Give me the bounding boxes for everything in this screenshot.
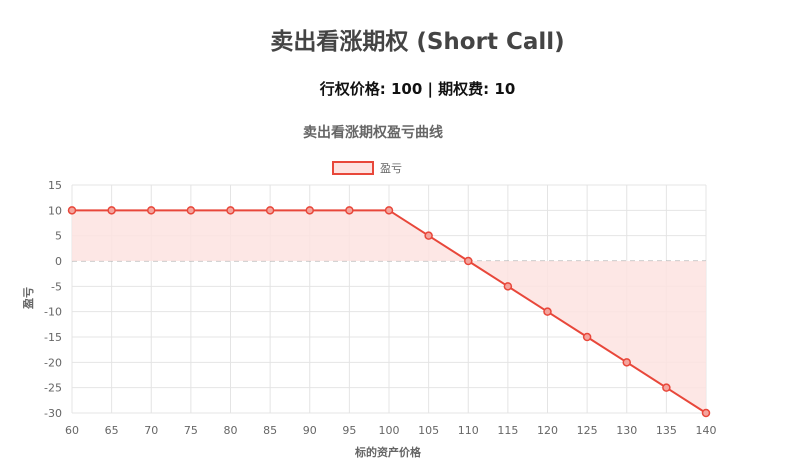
data-point[interactable] bbox=[265, 206, 275, 215]
data-point[interactable] bbox=[345, 206, 354, 215]
x-tick-label: 115 bbox=[497, 424, 518, 437]
x-tick-label: 130 bbox=[616, 424, 637, 437]
x-tick-label: 70 bbox=[144, 424, 158, 437]
chart-title: 卖出看涨期权盈亏曲线 bbox=[303, 124, 443, 141]
x-tick-label: 140 bbox=[696, 424, 717, 437]
x-tick-label: 105 bbox=[418, 424, 439, 437]
legend-swatch bbox=[332, 161, 374, 175]
x-tick-label: 85 bbox=[263, 424, 277, 437]
data-point[interactable] bbox=[384, 206, 394, 215]
x-tick-label: 135 bbox=[656, 424, 677, 437]
data-point[interactable] bbox=[464, 256, 473, 266]
y-tick-label: -5 bbox=[51, 280, 62, 293]
data-point[interactable] bbox=[226, 206, 235, 215]
y-tick-label: 15 bbox=[48, 179, 62, 192]
data-point[interactable] bbox=[424, 231, 433, 240]
x-tick-label: 65 bbox=[105, 424, 119, 437]
data-point[interactable] bbox=[622, 358, 631, 367]
x-tick-label: 125 bbox=[577, 424, 598, 437]
y-tick-label: -25 bbox=[44, 382, 62, 395]
data-point[interactable] bbox=[543, 307, 552, 316]
y-axis-label: 盈亏 bbox=[22, 287, 35, 310]
y-tick-label: 10 bbox=[48, 204, 62, 217]
data-point[interactable] bbox=[701, 408, 711, 418]
x-tick-label: 100 bbox=[379, 424, 400, 437]
y-tick-label: -30 bbox=[44, 407, 62, 420]
x-tick-label: 90 bbox=[303, 424, 317, 437]
x-axis-label: 标的资产价格 bbox=[354, 445, 422, 459]
y-tick-label: 0 bbox=[55, 255, 62, 268]
x-tick-label: 110 bbox=[458, 424, 479, 437]
data-point[interactable] bbox=[107, 206, 116, 215]
payoff-area bbox=[72, 210, 706, 413]
data-point[interactable] bbox=[582, 332, 592, 342]
data-point[interactable] bbox=[67, 206, 77, 215]
x-tick-label: 60 bbox=[65, 424, 79, 437]
y-tick-label: -10 bbox=[44, 306, 62, 319]
data-point[interactable] bbox=[503, 282, 513, 291]
page-subtitle: 行权价格: 100 | 期权费: 10 bbox=[319, 80, 516, 98]
legend-label: 盈亏 bbox=[380, 162, 402, 175]
x-tick-label: 75 bbox=[184, 424, 198, 437]
x-tick-label: 80 bbox=[224, 424, 238, 437]
data-point[interactable] bbox=[186, 206, 196, 215]
y-tick-label: 5 bbox=[55, 230, 62, 243]
data-point[interactable] bbox=[305, 206, 314, 215]
x-tick-label: 95 bbox=[342, 424, 356, 437]
y-tick-label: -20 bbox=[44, 356, 62, 369]
x-tick-label: 120 bbox=[537, 424, 558, 437]
y-tick-label: -15 bbox=[44, 331, 62, 344]
data-point[interactable] bbox=[147, 206, 156, 215]
legend[interactable]: 盈亏 bbox=[332, 161, 402, 175]
page-title: 卖出看涨期权 (Short Call) bbox=[270, 29, 565, 55]
data-point[interactable] bbox=[662, 383, 671, 392]
